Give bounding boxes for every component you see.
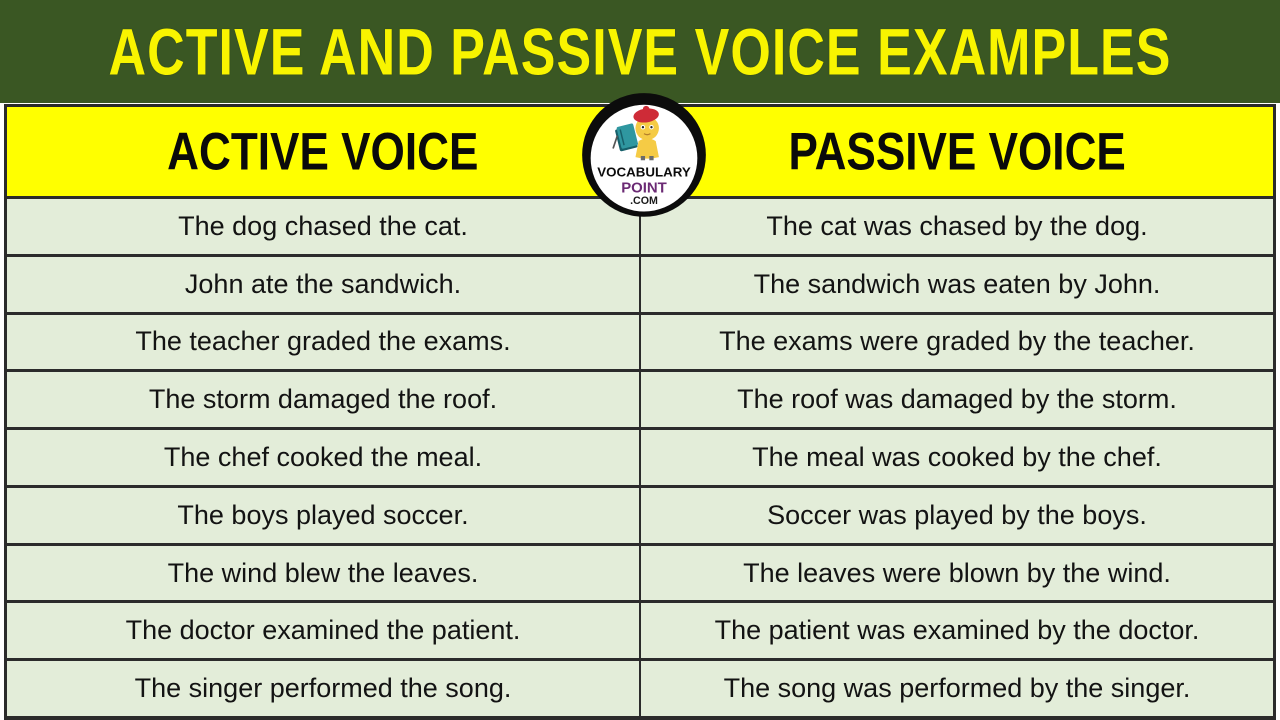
red-cap-icon — [633, 108, 659, 123]
header-label-passive: PASSIVE VOICE — [788, 120, 1126, 181]
table-row: The storm damaged the roof. The roof was… — [7, 369, 1273, 428]
table-row: The boys played soccer. Soccer was playe… — [7, 484, 1273, 543]
table-row: The doctor examined the patient. The pat… — [7, 600, 1273, 659]
cell-active: The dog chased the cat. — [178, 210, 468, 241]
cell-passive: The exams were graded by the teacher. — [639, 314, 1273, 370]
table-row: John ate the sandwich. The sandwich was … — [7, 253, 1273, 312]
mascot-character-icon — [633, 105, 659, 161]
cell-active: The storm damaged the roof. — [148, 384, 498, 415]
cell-passive: The roof was damaged by the storm. — [639, 372, 1273, 428]
table-row: The singer performed the song. The song … — [7, 658, 1273, 717]
title-banner: ACTIVE AND PASSIVE VOICE EXAMPLES — [0, 0, 1280, 103]
cell-passive: The patient was examined by the doctor. — [639, 603, 1273, 659]
header-cell-active: ACTIVE VOICE — [7, 107, 639, 196]
table-row: The wind blew the leaves. The leaves wer… — [7, 542, 1273, 601]
cell-passive: The sandwich was eaten by John. — [639, 256, 1273, 312]
cell-active: The chef cooked the meal. — [163, 442, 483, 473]
cell-passive: The leaves were blown by the wind. — [639, 545, 1273, 601]
cell-passive: The meal was cooked by the chef. — [639, 430, 1273, 485]
cell-active: John ate the sandwich. — [184, 268, 462, 299]
cell-active: The wind blew the leaves. — [167, 557, 479, 588]
cell-active: The doctor examined the patient. — [125, 615, 521, 646]
logo-text-vocabulary: VOCABULARY — [597, 164, 691, 179]
cell-active: The teacher graded the exams. — [135, 326, 511, 357]
vocabulary-point-logo: VOCABULARY POINT .COM — [580, 92, 708, 220]
pen-icon — [612, 135, 619, 149]
cell-active: The boys played soccer. — [177, 499, 469, 530]
logo-text-point: POINT — [621, 179, 667, 196]
cell-passive: The song was performed by the singer. — [639, 661, 1273, 717]
book-icon — [615, 123, 638, 152]
header-cell-passive: PASSIVE VOICE — [639, 107, 1273, 196]
header-label-active: ACTIVE VOICE — [167, 120, 479, 181]
page-title: ACTIVE AND PASSIVE VOICE EXAMPLES — [108, 14, 1172, 89]
cell-active: The singer performed the song. — [134, 673, 512, 704]
logo-text-com: .COM — [630, 195, 658, 207]
cell-passive: Soccer was played by the boys. — [639, 487, 1273, 543]
cell-passive: The cat was chased by the dog. — [639, 199, 1273, 254]
table-row: The teacher graded the exams. The exams … — [7, 311, 1273, 370]
logo-badge-icon: VOCABULARY POINT .COM — [582, 93, 706, 217]
table-row: The chef cooked the meal. The meal was c… — [7, 427, 1273, 485]
